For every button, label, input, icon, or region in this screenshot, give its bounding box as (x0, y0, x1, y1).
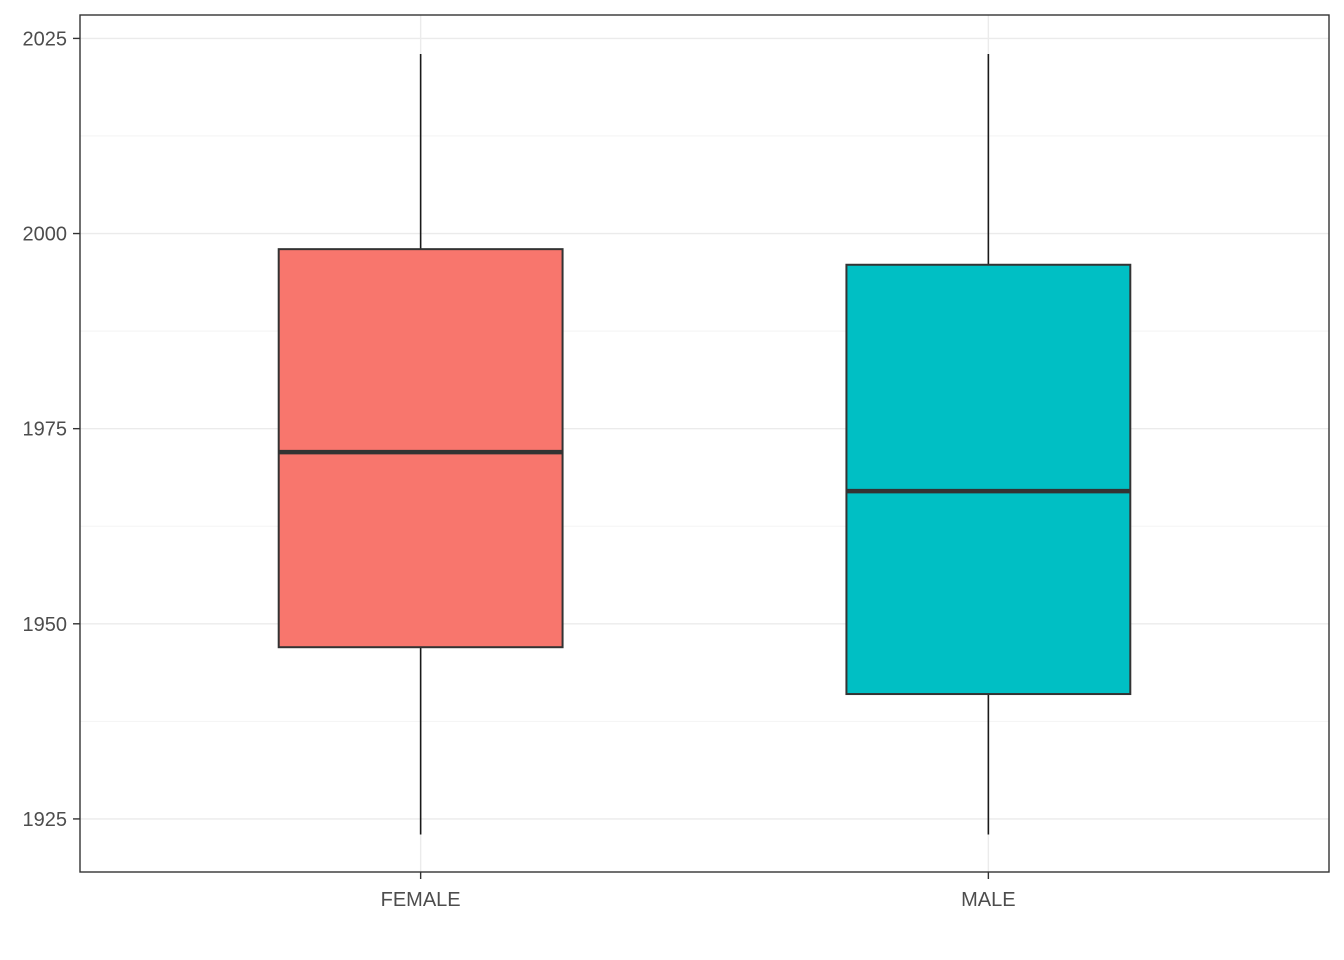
y-tick-label-1925: 1925 (23, 809, 68, 831)
y-tick-label-1975: 1975 (23, 419, 68, 441)
iqr-box-male (845, 263, 1132, 696)
y-tick-label-1950: 1950 (23, 614, 68, 636)
axes: 1925 1950 1975 2000 2025 FEMALE MALE (23, 28, 1016, 911)
y-tick-label-2025: 2025 (23, 28, 68, 50)
panel-border (79, 14, 1330, 873)
boxes (277, 54, 1132, 835)
box-female (277, 54, 564, 835)
box-male (845, 54, 1132, 835)
x-tick-label-female: FEMALE (381, 889, 461, 911)
iqr-box-female (277, 248, 564, 649)
panel-background (80, 15, 1329, 872)
x-tick-label-male: MALE (961, 889, 1015, 911)
y-tick-label-2000: 2000 (23, 224, 68, 246)
